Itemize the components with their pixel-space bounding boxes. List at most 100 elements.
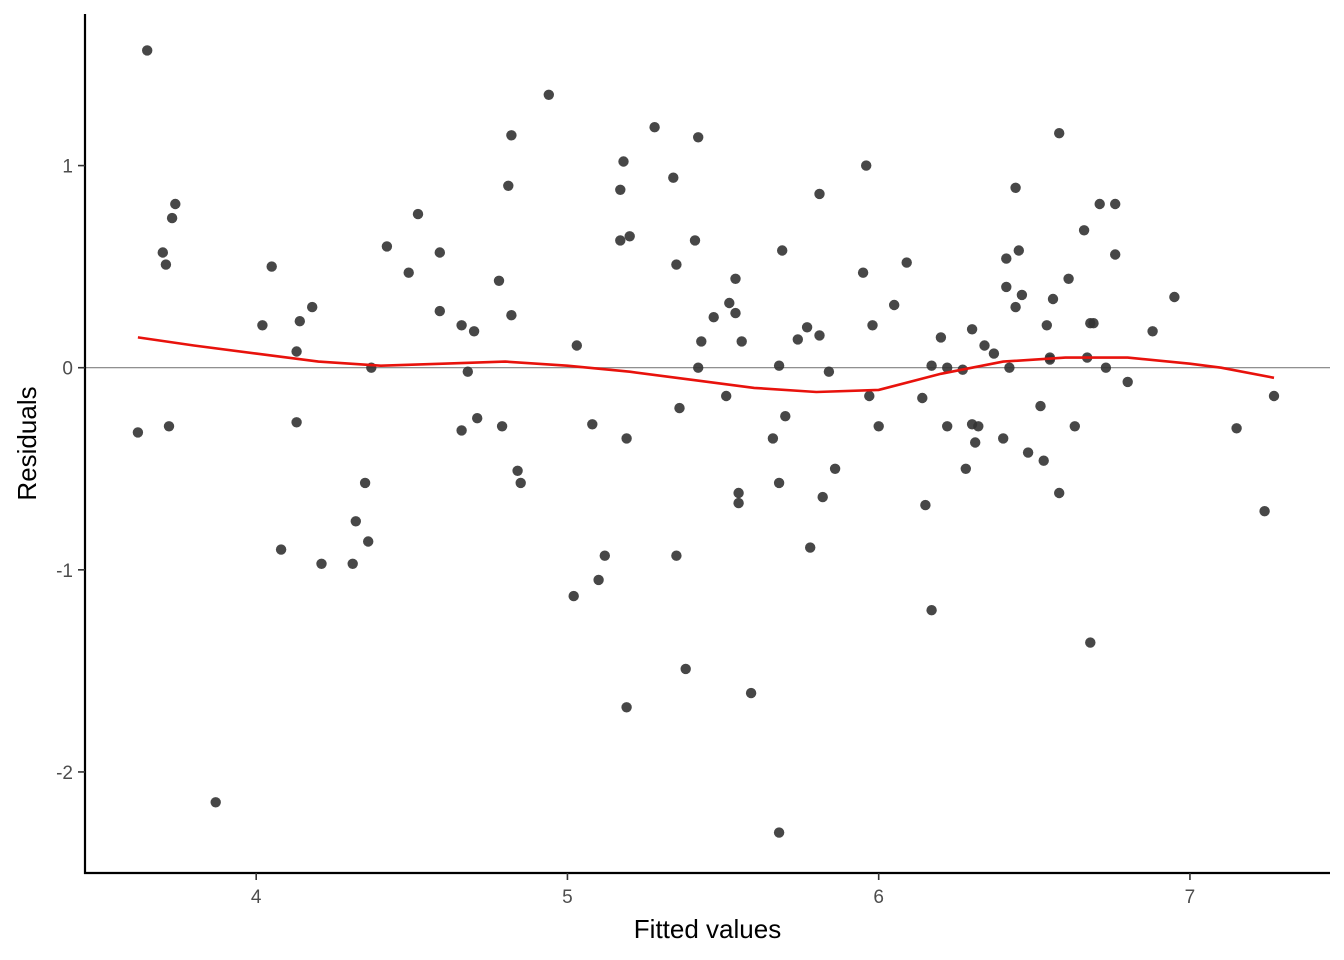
- data-point: [730, 273, 741, 284]
- y-tick-label: 0: [62, 359, 73, 380]
- data-point: [456, 320, 467, 331]
- data-point: [780, 411, 791, 422]
- data-point: [142, 45, 153, 56]
- data-point: [1063, 273, 1074, 284]
- data-point: [434, 305, 445, 317]
- data-point: [1054, 128, 1065, 139]
- data-point: [693, 362, 704, 373]
- data-point: [979, 340, 990, 351]
- data-point: [503, 180, 514, 191]
- data-point: [434, 247, 445, 258]
- data-point: [506, 130, 517, 141]
- data-point: [861, 160, 872, 171]
- data-point: [1035, 400, 1046, 412]
- data-point: [210, 797, 221, 808]
- data-point: [512, 465, 523, 476]
- data-point: [867, 320, 878, 331]
- data-point: [817, 491, 828, 503]
- data-point: [1022, 447, 1034, 458]
- data-point: [998, 433, 1009, 444]
- data-point: [1038, 455, 1049, 466]
- data-point: [163, 421, 175, 432]
- data-point: [805, 542, 816, 553]
- data-point: [275, 544, 287, 555]
- data-point: [829, 463, 841, 474]
- data-point: [615, 184, 626, 195]
- data-point: [668, 172, 679, 183]
- data-point: [693, 132, 704, 143]
- data-point: [889, 299, 900, 311]
- data-point: [864, 390, 875, 402]
- data-point: [935, 332, 947, 343]
- data-point: [403, 267, 414, 278]
- data-point: [1001, 253, 1012, 264]
- data-point: [773, 827, 785, 838]
- data-point: [736, 336, 747, 347]
- data-point: [1016, 289, 1028, 301]
- data-point: [347, 558, 358, 569]
- data-point: [1013, 245, 1024, 256]
- points-layer: [132, 45, 1280, 838]
- data-point: [157, 247, 168, 258]
- data-point: [599, 550, 610, 561]
- data-point: [621, 433, 632, 444]
- data-point: [624, 231, 635, 242]
- data-point: [814, 188, 825, 200]
- data-point: [733, 487, 744, 499]
- data-point: [543, 89, 554, 101]
- data-point: [294, 316, 305, 327]
- data-point: [363, 536, 374, 547]
- data-point: [773, 360, 785, 371]
- data-point: [970, 437, 981, 448]
- y-tick-label: -2: [56, 763, 73, 784]
- data-point: [801, 322, 813, 333]
- y-tick-label: 1: [62, 157, 73, 178]
- data-point: [515, 477, 526, 489]
- data-point: [733, 497, 744, 509]
- data-point: [456, 425, 467, 436]
- data-point: [814, 330, 825, 341]
- data-point: [724, 297, 735, 309]
- data-point: [1047, 293, 1059, 305]
- data-point: [307, 301, 318, 313]
- data-point: [730, 307, 741, 319]
- data-point: [920, 499, 931, 511]
- data-point: [1231, 423, 1242, 434]
- data-point: [593, 574, 604, 586]
- data-point: [942, 421, 953, 432]
- data-point: [1094, 198, 1105, 210]
- data-point: [649, 122, 660, 133]
- data-point: [1010, 182, 1021, 193]
- data-point: [472, 413, 483, 424]
- data-point: [1010, 301, 1021, 313]
- y-tick-label: -1: [56, 561, 73, 582]
- data-point: [132, 427, 144, 438]
- data-point: [1169, 291, 1180, 303]
- data-point: [1268, 390, 1280, 402]
- data-point: [257, 320, 268, 331]
- data-point: [381, 241, 393, 252]
- data-point: [823, 366, 835, 377]
- data-point: [291, 346, 302, 357]
- data-point: [1001, 281, 1012, 293]
- data-point: [1110, 198, 1121, 210]
- data-point: [496, 421, 508, 432]
- data-point: [901, 257, 912, 268]
- data-point: [621, 702, 632, 713]
- data-point: [618, 156, 629, 167]
- data-point: [1259, 506, 1270, 517]
- data-point: [689, 235, 701, 246]
- data-point: [316, 558, 327, 569]
- data-point: [587, 419, 598, 430]
- data-point: [680, 663, 691, 675]
- data-point: [568, 590, 579, 602]
- x-tick-label: 7: [1185, 887, 1196, 908]
- data-point: [671, 550, 682, 561]
- data-point: [1004, 362, 1015, 373]
- data-point: [773, 477, 785, 489]
- data-point: [1147, 326, 1158, 337]
- x-axis-title: Fitted values: [634, 914, 781, 944]
- data-point: [1069, 421, 1081, 432]
- data-point: [266, 261, 277, 272]
